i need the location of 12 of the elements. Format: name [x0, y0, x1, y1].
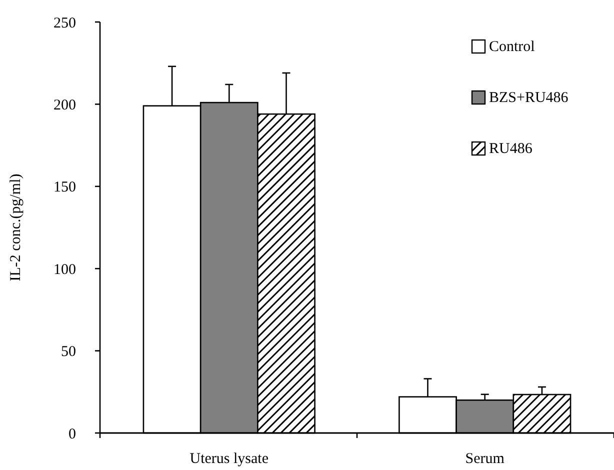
- y-tick-label: 100: [54, 262, 76, 278]
- y-tick-label: 150: [54, 180, 76, 196]
- x-tick-label: Uterus lysate: [190, 451, 269, 467]
- y-axis-title: IL-2 conc.(pg/ml): [8, 174, 24, 282]
- y-tick-label: 250: [54, 15, 76, 32]
- x-tick-label: Serum: [465, 451, 505, 467]
- legend-label: Control: [489, 39, 535, 55]
- legend-label: BZS+RU486: [489, 90, 569, 106]
- y-tick-label: 200: [54, 97, 76, 114]
- legend-label: RU486: [489, 141, 533, 157]
- y-tick-label: 0: [68, 426, 76, 442]
- y-tick-label: 50: [61, 344, 76, 360]
